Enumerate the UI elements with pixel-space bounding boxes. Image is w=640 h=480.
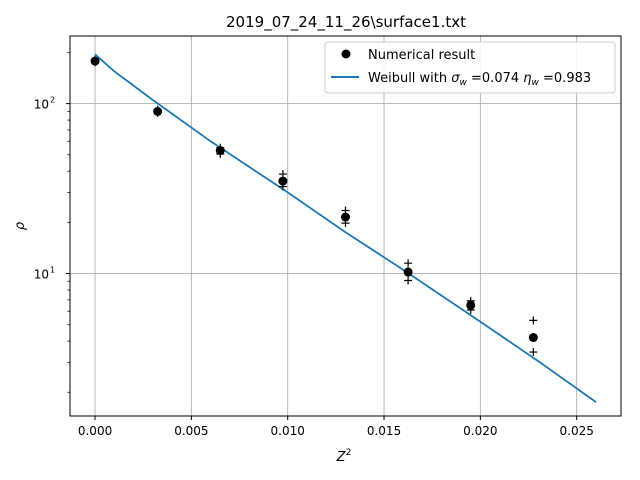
legend-label-weibull: Weibull with σw =0.074 ηw =0.983 (368, 71, 591, 88)
data-point (466, 300, 476, 310)
legend-weibull-eta: η (523, 71, 531, 86)
data-point (341, 212, 350, 222)
plot-layer (90, 53, 597, 403)
x-tick-label: 0.005 (174, 424, 208, 438)
x-tick-label: 0.025 (560, 424, 594, 438)
legend: Numerical result Weibull with σw =0.074 … (324, 41, 616, 94)
data-point (278, 176, 288, 186)
x-tick-label: 0.000 (78, 424, 112, 438)
legend-weibull-sigma-sub: w (460, 78, 468, 88)
error-marker (404, 259, 413, 268)
x-tick-label: 0.020 (463, 424, 497, 438)
legend-marker-numerical (341, 49, 351, 59)
error-marker (529, 316, 538, 325)
chart-title: 2019_07_24_11_26\surface1.txt (226, 13, 466, 32)
legend-label-numerical: Numerical result (368, 48, 475, 63)
x-axis-ticks: 0.000 0.005 0.010 0.015 0.020 0.025 (78, 416, 594, 438)
x-axis-label-base: Z (336, 450, 347, 465)
legend-weibull-sigma: σ (451, 71, 460, 86)
data-point (153, 106, 163, 116)
x-axis-label-sup: 2 (346, 448, 352, 458)
x-axis-label: Z2 (336, 448, 352, 465)
grid-layer (70, 36, 621, 416)
legend-box (324, 41, 616, 94)
y-tick-label: 10 (34, 268, 49, 282)
y-tick-label-exp: 1 (50, 266, 55, 275)
data-point (215, 145, 225, 155)
y-tick-label: 10 (34, 98, 49, 112)
plot-frame (69, 35, 622, 417)
weibull-fit-line (94, 53, 597, 403)
y-tick-label-base: 10 (34, 98, 49, 112)
y-tick-label-base: 10 (34, 268, 49, 282)
error-marker (529, 348, 538, 357)
y-tick-label-exp: 2 (50, 96, 55, 105)
legend-weibull-part-1: Weibull with (368, 71, 451, 86)
x-tick-label: 0.010 (271, 424, 305, 438)
data-point (528, 333, 538, 343)
y-axis-label: ρ (13, 221, 28, 230)
legend-weibull-part-2: =0.074 (467, 71, 523, 86)
data-point (90, 56, 100, 66)
legend-weibull-eta-sub: w (532, 78, 540, 88)
data-point (403, 267, 413, 277)
legend-weibull-part-3: =0.983 (539, 71, 591, 86)
x-tick-label: 0.015 (367, 424, 401, 438)
error-marker (404, 276, 413, 285)
